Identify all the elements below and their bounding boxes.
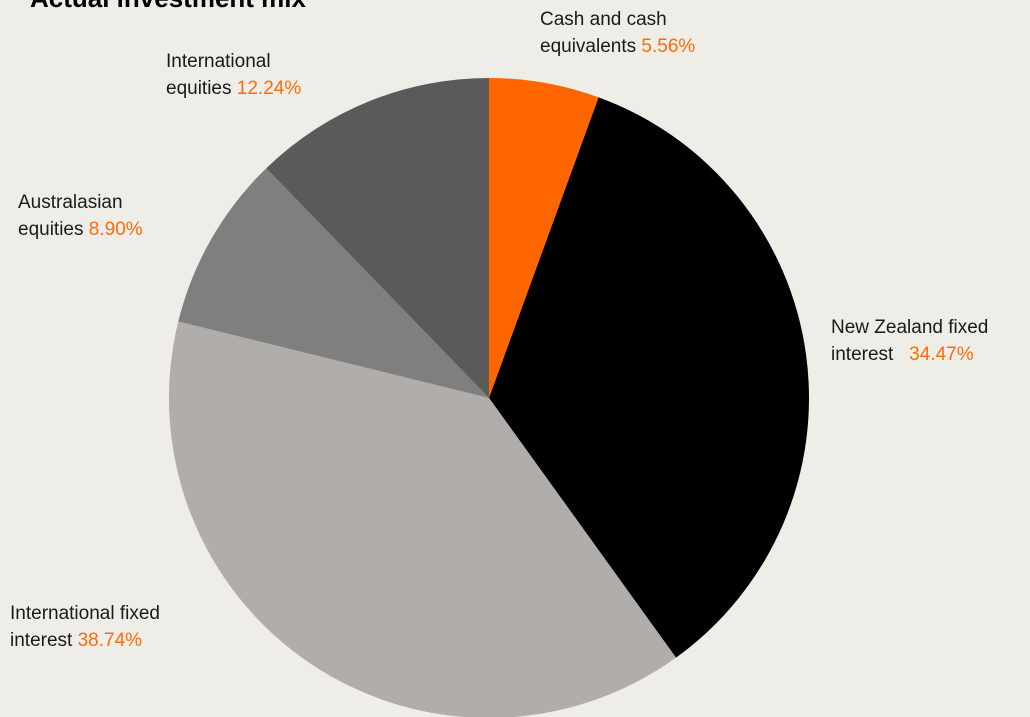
slice-name-international-fixed-interest-line1: International fixed xyxy=(10,603,160,624)
slice-value-international-fixed-interest: 38.74% xyxy=(77,630,143,651)
slice-value-nz-fixed-interest: 34.47% xyxy=(909,344,974,365)
slice-label-nz-fixed-interest: New Zealand fixed interest 34.47% xyxy=(831,314,988,368)
slice-value-australasian-equities: 8.90% xyxy=(88,219,143,240)
slice-name-nz-fixed-interest-line1: New Zealand fixed xyxy=(831,317,989,338)
slice-name-cash-line2: equivalents xyxy=(540,36,637,57)
slice-label-australasian-equities: Australasian equities 8.90% xyxy=(18,189,143,243)
slice-name-international-equities-line2: equities xyxy=(166,78,232,99)
slice-value-cash: 5.56% xyxy=(641,36,696,57)
pie-slice-cash xyxy=(489,78,599,398)
pie-slice-australasian-equities xyxy=(178,168,489,398)
pie-slice-nz-fixed-interest xyxy=(489,97,810,658)
slice-label-cash: Cash and cash equivalents 5.56% xyxy=(540,6,695,60)
slice-name-australasian-equities-line2: equities xyxy=(18,219,84,240)
slice-name-nz-fixed-interest-line2: interest xyxy=(831,344,894,365)
slice-name-international-fixed-interest-line2: interest xyxy=(10,630,73,651)
pie-slice-international-equities xyxy=(266,78,489,398)
pie-slice-international-fixed-interest xyxy=(169,321,677,717)
slice-name-international-equities-line1: International xyxy=(166,51,271,72)
chart-title: Actual investment mix xyxy=(30,0,306,11)
slice-label-international-fixed-interest: International fixed interest 38.74% xyxy=(10,600,160,654)
slice-label-international-equities: International equities 12.24% xyxy=(166,48,301,102)
slice-name-australasian-equities-line1: Australasian xyxy=(18,192,123,213)
slice-value-international-equities: 12.24% xyxy=(236,78,302,99)
slice-name-cash-line1: Cash and cash xyxy=(540,9,667,30)
